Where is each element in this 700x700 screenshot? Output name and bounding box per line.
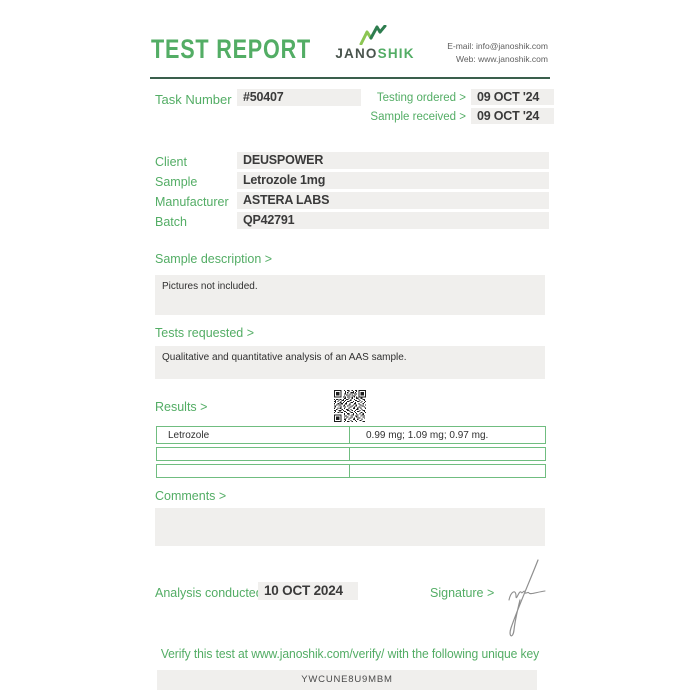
tests-requested-box: Qualitative and quantitative analysis of… (155, 346, 545, 379)
unique-key: YWCUNE8U9MBM (157, 670, 537, 690)
table-row: Letrozole 0.99 mg; 1.09 mg; 0.97 mg. (156, 426, 546, 444)
logo-wordmark: JANOSHIK (330, 46, 420, 61)
contact-web: Web: www.janoshik.com (456, 54, 548, 64)
verify-instruction: Verify this test at www.janoshik.com/ver… (160, 647, 540, 661)
field-label-sample: Sample (155, 175, 198, 189)
logo-shik: SHIK (377, 46, 415, 61)
logo-jano: JANO (335, 46, 378, 61)
comments-box (155, 508, 545, 546)
qr-code (334, 390, 366, 422)
field-label-client: Client (155, 155, 187, 169)
task-number-label: Task Number (155, 92, 232, 107)
sample-received-label: Sample received > (370, 111, 466, 123)
field-label-batch: Batch (155, 215, 187, 229)
analysis-conducted-value: 10 OCT 2024 (258, 582, 358, 600)
table-row (156, 447, 546, 461)
comments-heading: Comments > (155, 489, 227, 503)
testing-ordered-label: Testing ordered > (376, 92, 466, 104)
tests-requested-heading: Tests requested > (155, 326, 255, 340)
field-label-manufacturer: Manufacturer (155, 195, 229, 209)
result-value: 0.99 mg; 1.09 mg; 0.97 mg. (366, 430, 489, 441)
janoshik-logo: JANOSHIK (330, 25, 420, 61)
field-value-client: DEUSPOWER (237, 152, 549, 169)
result-substance (157, 448, 350, 460)
sample-description-box: Pictures not included. (155, 275, 545, 315)
result-substance (157, 465, 350, 477)
analysis-conducted-label: Analysis conducted > (155, 586, 274, 600)
field-value-sample: Letrozole 1mg (237, 172, 549, 189)
contact-email: E-mail: info@janoshik.com (447, 41, 548, 51)
result-substance: Letrozole (157, 427, 350, 443)
header-divider (150, 77, 550, 79)
results-heading: Results > (155, 400, 208, 414)
sample-description-heading: Sample description > (155, 252, 273, 266)
field-value-batch: QP42791 (237, 212, 549, 229)
results-table: Letrozole 0.99 mg; 1.09 mg; 0.97 mg. (156, 426, 546, 481)
task-number-value: #50407 (237, 89, 361, 106)
field-value-manufacturer: ASTERA LABS (237, 192, 549, 209)
table-row (156, 464, 546, 478)
logo-chart-icon (359, 25, 387, 45)
signature-image (508, 559, 546, 637)
testing-ordered-value: 09 OCT '24 (471, 89, 554, 105)
contact-info: E-mail: info@janoshik.com Web: www.janos… (408, 40, 548, 66)
result-value (350, 465, 545, 477)
result-value (350, 448, 545, 460)
sample-received-value: 09 OCT '24 (471, 108, 554, 124)
signature-label: Signature > (430, 586, 495, 600)
page-title: TEST REPORT (151, 34, 312, 64)
